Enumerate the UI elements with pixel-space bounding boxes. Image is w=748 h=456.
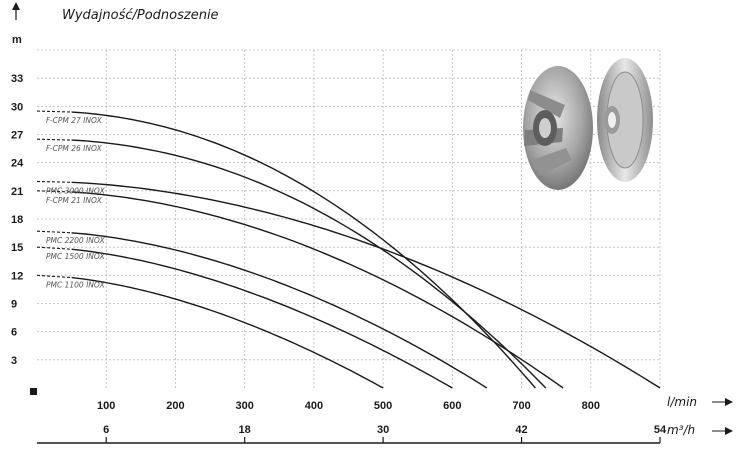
x-tick-label: 700 [512, 400, 530, 412]
x2-tick-label: 6 [103, 424, 109, 436]
chart-title: Wydajność/Podnoszenie [62, 8, 219, 23]
curve-line [71, 232, 488, 389]
y-tick-label: 33 [11, 73, 23, 85]
series-label: PMC 1500 INOX [46, 252, 106, 261]
series-label: PMC 2200 INOX [46, 236, 106, 245]
x-tick-label: 200 [166, 400, 184, 412]
y-tick-label: 30 [11, 101, 23, 113]
curve-line [71, 248, 453, 389]
x2-axis-label: m³/h [667, 423, 695, 437]
origin-marker [30, 388, 37, 395]
x2-tick-label: 42 [515, 424, 527, 436]
curve-line [71, 181, 661, 389]
curve-dashed-start [36, 110, 72, 113]
y-axis-label: m [12, 34, 22, 46]
series-label: PMC 1100 INOX [46, 280, 106, 289]
curve-line [71, 111, 536, 389]
curve-dashed-start [36, 246, 72, 250]
curve-line [71, 139, 547, 389]
x-tick-label: 800 [582, 400, 600, 412]
y-tick-label: 15 [11, 242, 23, 254]
x2-tick-label: 18 [239, 424, 251, 436]
pump-impeller-image [523, 58, 653, 190]
curve-dashed-start [36, 230, 72, 234]
y-axis-arrow-icon [12, 2, 20, 20]
x2-tick-label: 54 [654, 424, 667, 436]
performance-curves [36, 110, 661, 389]
grid [37, 49, 661, 388]
series-label: F-CPM 26 INOX [46, 144, 103, 153]
x-tick-label: 600 [443, 400, 461, 412]
y-tick-label: 24 [11, 158, 24, 170]
y-axis-ticks: 3 6 9 12 15 18 21 24 27 30 33 [11, 73, 24, 367]
series-label: F-CPM 27 INOX [46, 116, 103, 125]
x-tick-label: 100 [97, 400, 115, 412]
x-axis-label: l/min [667, 395, 697, 409]
y-tick-label: 6 [11, 327, 17, 339]
x-tick-label: 400 [305, 400, 323, 412]
curve-line [71, 276, 384, 389]
curve-dashed-start [36, 274, 72, 279]
y-tick-label: 27 [11, 130, 23, 142]
series-labels: F-CPM 27 INOX F-CPM 26 INOX PMC 3000 INOXF… [46, 116, 106, 289]
x2-tick-label: 30 [377, 424, 389, 436]
curve-line [71, 191, 564, 389]
y-tick-label: 3 [11, 355, 17, 367]
x2-axis-ticks: 6 18 30 42 54 [103, 424, 667, 443]
curve-dashed-start [36, 138, 72, 141]
x-tick-label: 300 [235, 400, 253, 412]
x-tick-label: 500 [374, 400, 392, 412]
y-tick-label: 18 [11, 214, 23, 226]
series-label: F-CPM 21 INOX [46, 196, 103, 205]
arrow-right-icon [712, 427, 733, 435]
y-tick-label: 12 [11, 270, 23, 282]
series-label: PMC 3000 INOX [46, 186, 106, 195]
curve-dashed-start [36, 190, 72, 193]
arrow-right-icon [712, 398, 733, 406]
y-tick-label: 9 [11, 299, 17, 311]
y-tick-label: 21 [11, 186, 23, 198]
x-axis-ticks: 100 200 300 400 500 600 700 800 [97, 400, 600, 412]
curve-dashed-start [36, 180, 72, 183]
